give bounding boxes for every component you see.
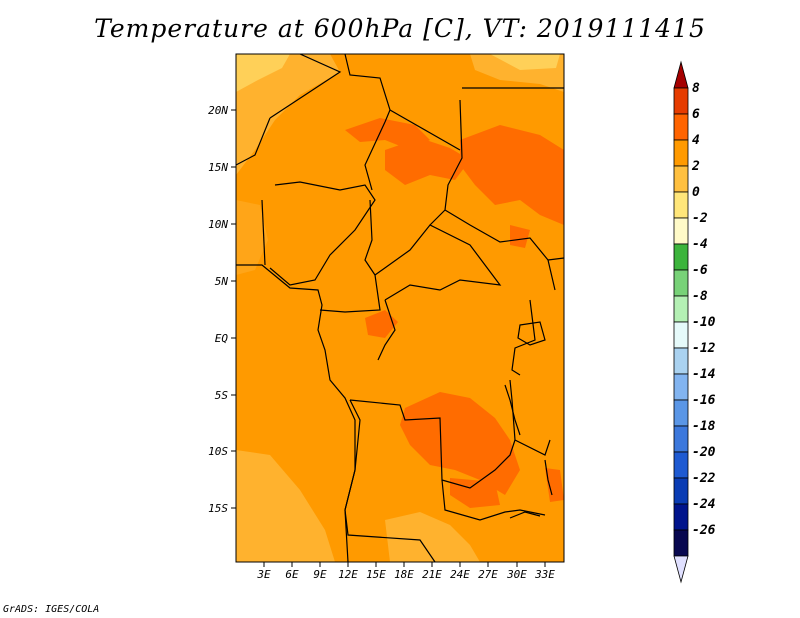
colorbar-label: 0 (692, 185, 700, 200)
colorbar-label: 4 (692, 133, 700, 148)
colorbar-label: -24 (692, 497, 716, 512)
boundary-uganda-kenya (511, 299, 536, 376)
lon-label-18e: 18E (394, 568, 414, 581)
lat-label-eq: EQ (215, 332, 229, 345)
boundary-chad-sudan (429, 99, 463, 226)
colorbar-arrow-bottom (673, 555, 689, 584)
cool-zone-southwest (236, 450, 335, 562)
boundary-chad-libya (389, 109, 461, 151)
lake-tanganyika (504, 384, 521, 436)
boundary-car (374, 224, 502, 301)
colorbar-swatch (673, 269, 689, 297)
colorbar-labels: 8 6 4 2 0 -2 -4 -6 -8 -10 -12 -14 -16 -1… (691, 81, 716, 538)
boundary-ethiopia (547, 257, 564, 261)
lat-label-10n: 10N (208, 218, 228, 231)
boundary-nigeria (269, 181, 376, 286)
colorbar-label: -6 (692, 263, 708, 278)
lon-label-12e: 12E (338, 568, 358, 581)
boundary-niger-east (364, 121, 386, 191)
lat-label-5s: 5S (215, 389, 229, 402)
colorbar-label: -10 (692, 315, 716, 330)
colorbar-label: -8 (692, 289, 708, 304)
mild-zone-2 (490, 54, 560, 70)
colorbar-label: -16 (692, 393, 716, 408)
lake-kariba (509, 511, 541, 519)
colorbar-label: -14 (692, 367, 716, 382)
boundary-tanzania (509, 379, 551, 456)
colorbar-swatch (673, 503, 689, 531)
longitude-axis: 3E 6E 9E 12E 15E 18E 21E 24E 27E 30E 33E (256, 562, 555, 581)
colorbar-swatch (673, 347, 689, 375)
colorbar-label: -2 (692, 211, 708, 226)
colorbar-label: -20 (692, 445, 716, 460)
cool-zone-south (385, 512, 480, 562)
boundary-niger-north (236, 117, 271, 166)
colorbar-swatch (673, 165, 689, 193)
colorbar-swatch (673, 425, 689, 453)
temperature-field (236, 54, 564, 562)
colorbar-label: 2 (691, 159, 700, 174)
colorbar-swatch (673, 295, 689, 323)
warm-zone-chad (385, 138, 470, 185)
footer-credit: GrADS: IGES/COLA (3, 604, 100, 615)
colorbar-label: -4 (692, 237, 708, 252)
mild-zone-1 (236, 54, 290, 92)
lat-label-10s: 10S (208, 445, 228, 458)
colorbar-swatch (673, 451, 689, 479)
colorbar-swatch (673, 373, 689, 401)
lat-label-20n: 20N (208, 104, 228, 117)
lon-label-3e: 3E (256, 568, 271, 581)
colorbar-label: -12 (692, 341, 716, 356)
colorbar-swatch (673, 477, 689, 505)
chart-title: Temperature at 600hPa [C], VT: 201911141… (94, 14, 706, 43)
colorbar-swatch (673, 191, 689, 219)
colorbar-swatch (673, 399, 689, 427)
warm-zone-congo-north (365, 310, 398, 338)
colorbar-swatch (673, 243, 689, 271)
lon-label-21e: 21E (422, 568, 442, 581)
colorbar-label: 6 (692, 107, 700, 122)
colorbar-label: -22 (692, 471, 716, 486)
lon-label-33e: 33E (534, 568, 555, 581)
warm-zone-mozambique (545, 468, 564, 502)
boundary-benin (261, 199, 266, 266)
lat-label-15s: 15S (208, 502, 228, 515)
colorbar-label: -26 (692, 523, 716, 538)
lon-label-30e: 30E (506, 568, 527, 581)
latitude-axis: 20N 15N 10N 5N EQ 5S 10S 15S (208, 104, 236, 515)
colorbar-arrow-top (673, 60, 689, 89)
lon-label-9e: 9E (313, 568, 327, 581)
boundary-congo-drc (377, 299, 396, 361)
colorbar-swatch (673, 113, 689, 141)
lon-label-24e: 24E (450, 568, 470, 581)
cool-zone-west-coast (236, 200, 268, 275)
colorbar-swatch (673, 321, 689, 349)
warm-zone-sudan (460, 125, 564, 225)
colorbar-swatch (673, 529, 689, 557)
boundary-sudan-south (444, 209, 556, 291)
lon-label-27e: 27E (478, 568, 498, 581)
lake-victoria (517, 321, 546, 346)
warm-zone-congo-south (400, 392, 520, 495)
lon-label-6e: 6E (285, 568, 299, 581)
colorbar-swatch (673, 217, 689, 245)
boundary-algeria-libya (344, 54, 391, 123)
colorbar-label: 8 (692, 81, 700, 96)
colorbar-label: -18 (692, 419, 716, 434)
lat-label-5n: 5N (215, 275, 229, 288)
lake-malawi (544, 459, 553, 496)
colorbar-swatch (673, 87, 689, 115)
boundary-zambia (441, 479, 546, 521)
map-frame (235, 53, 565, 563)
country-boundaries (236, 54, 564, 562)
colorbar-swatch (673, 139, 689, 167)
colorbar (673, 60, 689, 584)
coastline-west-africa (236, 264, 356, 562)
warm-zone-east (510, 225, 530, 248)
lon-label-15e: 15E (366, 568, 386, 581)
boundary-mali-algeria (269, 54, 342, 119)
cool-zone-northwest (236, 54, 340, 175)
lat-label-15n: 15N (208, 161, 228, 174)
